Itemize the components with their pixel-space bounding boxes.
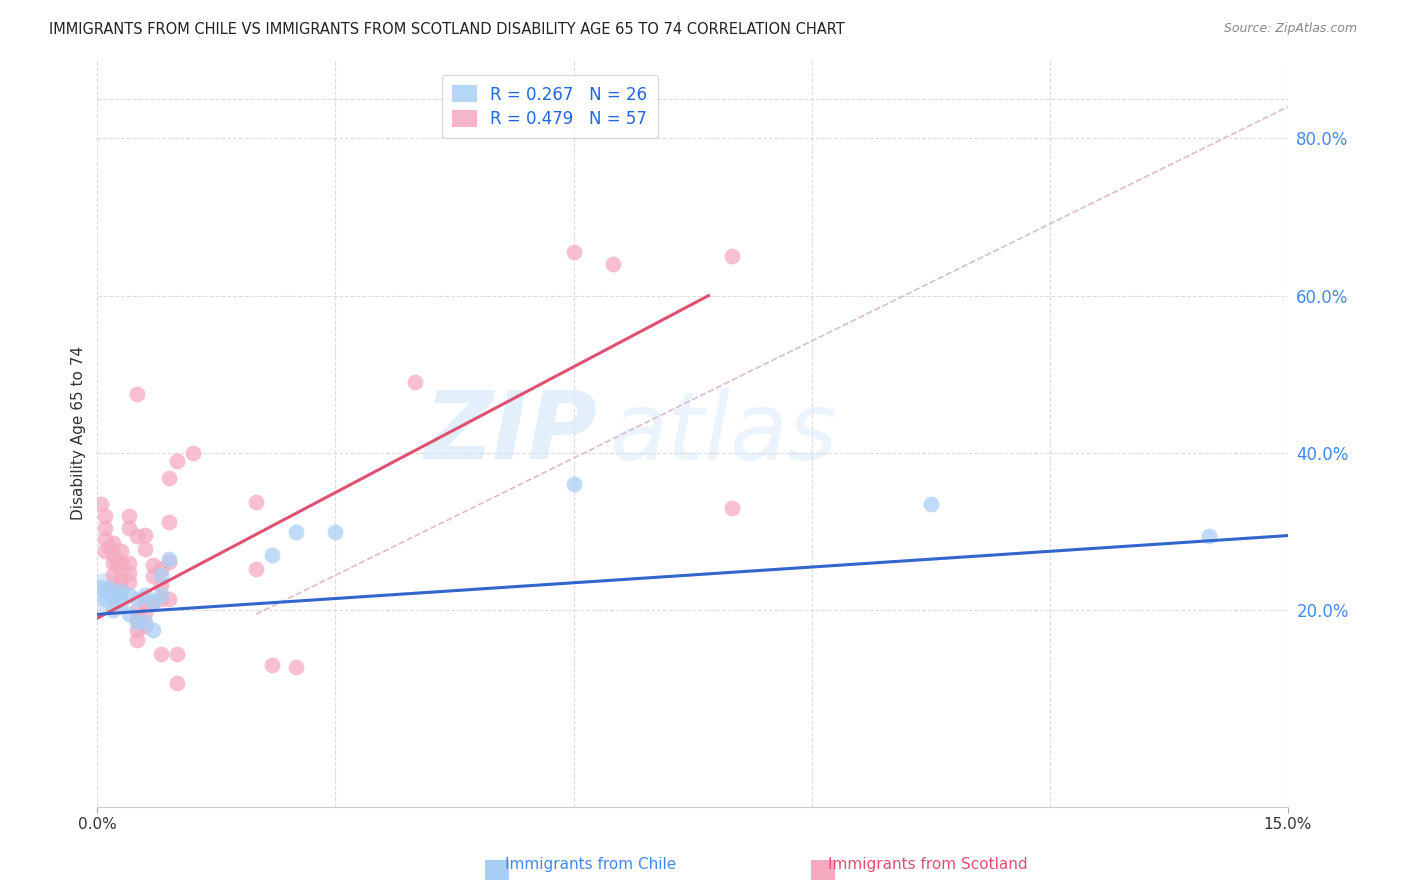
Point (110, 555, 132, 569)
Point (149, 568, 172, 582)
Point (142, 595, 165, 609)
Point (103, 548, 125, 562)
Point (118, 508, 141, 523)
Point (142, 558, 165, 572)
Point (325, 524, 347, 539)
Point (721, 501, 744, 516)
Point (103, 589, 125, 603)
Point (404, 375, 426, 389)
Point (1198, 528, 1220, 542)
Point (110, 564, 132, 578)
Point (110, 595, 132, 609)
Point (260, 658, 283, 673)
Point (149, 578, 172, 592)
Point (103, 603, 125, 617)
Point (181, 446, 204, 460)
Point (103, 556, 125, 570)
Point (118, 574, 141, 589)
Point (94, 508, 117, 523)
Point (149, 647, 172, 661)
Point (166, 454, 188, 468)
Text: Immigrants from Scotland: Immigrants from Scotland (828, 857, 1028, 872)
Point (94, 585, 117, 599)
Text: IMMIGRANTS FROM CHILE VS IMMIGRANTS FROM SCOTLAND DISABILITY AGE 65 TO 74 CORREL: IMMIGRANTS FROM CHILE VS IMMIGRANTS FROM… (49, 22, 845, 37)
Point (103, 536, 125, 550)
Point (245, 562, 267, 576)
Point (134, 615, 156, 629)
Point (721, 249, 744, 263)
Point (157, 555, 180, 569)
Legend: R = 0.267   N = 26, R = 0.479   N = 57: R = 0.267 N = 26, R = 0.479 N = 57 (441, 76, 658, 138)
Point (142, 623, 165, 637)
Point (90, 580, 112, 594)
Point (602, 257, 624, 271)
Text: ZIP: ZIP (425, 387, 598, 479)
Point (110, 544, 132, 558)
Y-axis label: Disability Age 65 to 74: Disability Age 65 to 74 (72, 346, 86, 520)
Text: atlas: atlas (609, 388, 838, 479)
Point (125, 591, 148, 606)
Point (142, 569, 165, 583)
Point (134, 588, 156, 602)
Point (149, 588, 172, 602)
Point (920, 497, 942, 511)
Point (94, 521, 117, 535)
Point (125, 615, 148, 629)
Text: Immigrants from Chile: Immigrants from Chile (505, 857, 676, 872)
Point (110, 583, 132, 598)
Point (260, 548, 283, 562)
Point (142, 595, 165, 609)
Point (110, 574, 132, 588)
Point (118, 566, 141, 580)
Point (149, 591, 172, 606)
Text: Source: ZipAtlas.com: Source: ZipAtlas.com (1223, 22, 1357, 36)
Point (94, 583, 117, 598)
Point (157, 552, 180, 566)
Point (125, 603, 148, 617)
Point (90, 497, 112, 511)
Point (134, 528, 156, 542)
Point (134, 606, 156, 620)
Point (157, 471, 180, 485)
Point (94, 591, 117, 606)
Point (125, 633, 148, 648)
Point (98, 582, 121, 596)
Point (134, 541, 156, 556)
Point (134, 594, 156, 608)
Point (118, 556, 141, 570)
Point (149, 562, 172, 576)
Point (98, 541, 121, 555)
Point (125, 387, 148, 401)
Point (94, 533, 117, 547)
Point (103, 580, 125, 594)
Point (125, 623, 148, 637)
Point (562, 245, 585, 260)
Point (166, 675, 188, 690)
Point (284, 660, 307, 674)
Point (157, 515, 180, 529)
Point (110, 583, 132, 598)
Point (166, 647, 188, 661)
Point (125, 613, 148, 627)
Point (105, 556, 128, 570)
Point (94, 544, 117, 558)
Point (103, 568, 125, 582)
Point (118, 521, 141, 535)
Point (245, 494, 267, 508)
Point (157, 591, 180, 606)
Point (134, 619, 156, 633)
Point (562, 477, 585, 491)
Point (118, 588, 141, 602)
Point (125, 528, 148, 542)
Point (105, 588, 128, 602)
Point (284, 524, 307, 539)
Point (118, 607, 141, 622)
